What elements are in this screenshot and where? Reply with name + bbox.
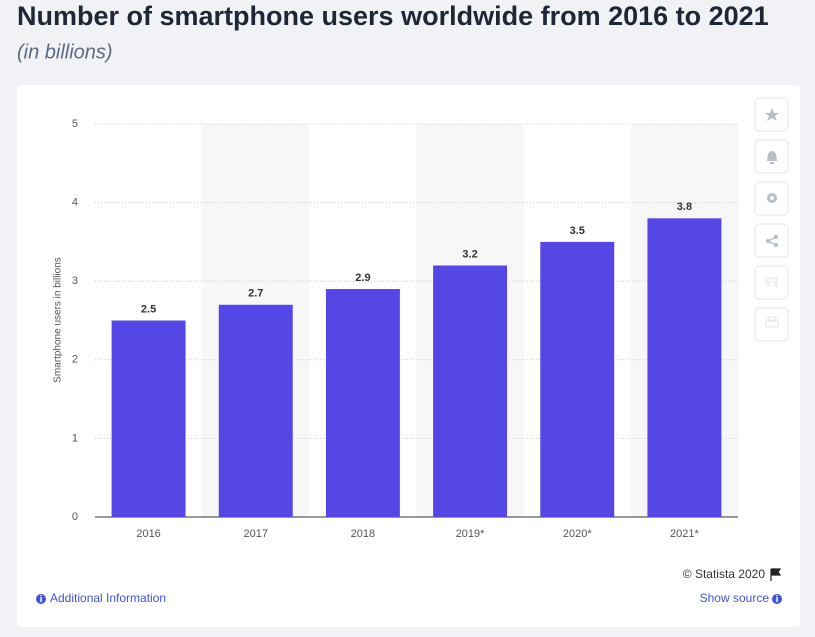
y-tick-label: 0 <box>72 511 78 523</box>
cite-button[interactable] <box>754 265 789 300</box>
x-tick-label: 2017 <box>244 528 268 540</box>
value-label: 3.5 <box>570 225 585 237</box>
value-label: 3.2 <box>462 248 477 260</box>
value-label: 3.8 <box>677 201 692 213</box>
bar <box>325 289 400 517</box>
alert-button[interactable] <box>754 139 789 174</box>
copyright: © Statista 2020 <box>683 567 766 581</box>
y-tick-label: 3 <box>72 275 78 287</box>
bar <box>433 265 508 517</box>
y-tick-label: 1 <box>72 432 78 444</box>
bar <box>111 320 186 517</box>
share-button[interactable] <box>754 223 789 258</box>
value-label: 2.7 <box>248 288 263 300</box>
x-tick-label: 2019* <box>456 528 485 540</box>
settings-button[interactable] <box>754 181 789 216</box>
bar <box>647 218 722 517</box>
value-label: 2.5 <box>141 303 156 315</box>
x-tick-label: 2018 <box>351 528 375 540</box>
y-tick-label: 5 <box>72 118 78 130</box>
chart-subtitle: (in billions) <box>17 41 113 63</box>
x-tick-label: 2021* <box>670 528 699 540</box>
show-source-text[interactable]: Show source <box>700 591 770 605</box>
show-source-link[interactable]: Show source <box>700 591 782 605</box>
value-label: 2.9 <box>355 272 370 284</box>
additional-info-link[interactable]: Additional Information <box>36 591 166 605</box>
bar <box>218 304 293 517</box>
print-button[interactable] <box>754 307 789 342</box>
chart-title: Number of smartphone users worldwide fro… <box>17 1 769 31</box>
y-tick-label: 2 <box>72 354 78 366</box>
x-tick-label: 2016 <box>136 528 160 540</box>
flag-icon <box>770 568 782 581</box>
favorite-button[interactable] <box>754 97 789 132</box>
bar <box>540 241 615 517</box>
y-tick-label: 4 <box>72 197 78 209</box>
x-tick-label: 2020* <box>563 528 592 540</box>
toolbar <box>754 97 789 342</box>
y-axis-label: Smartphone users in billions <box>53 257 64 383</box>
additional-info-text[interactable]: Additional Information <box>50 591 166 605</box>
